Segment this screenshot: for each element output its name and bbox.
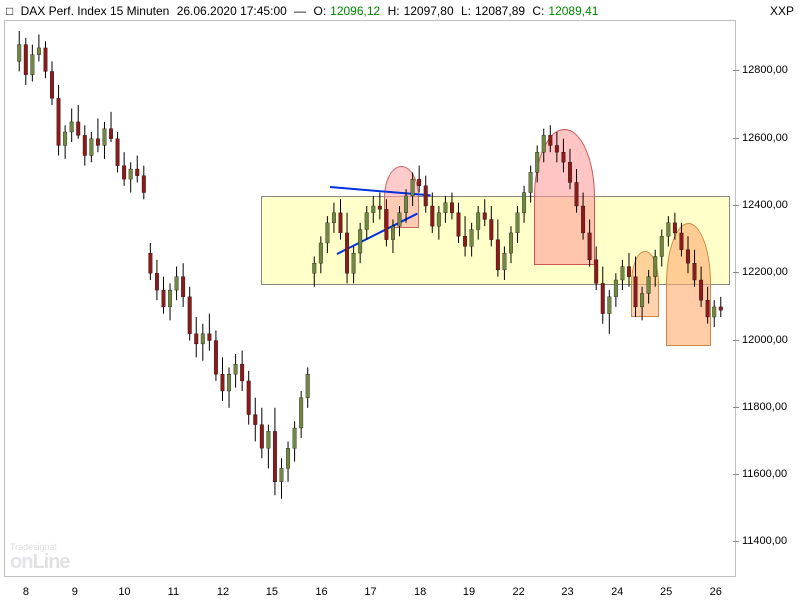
x-tick-label: 24: [611, 586, 623, 598]
x-tick-label: 17: [364, 586, 376, 598]
x-tick-label: 23: [561, 586, 573, 598]
chart-datetime: 26.06.2020 17:45:00: [177, 4, 287, 18]
x-tick-label: 16: [315, 586, 327, 598]
y-tick-label: 12800,00: [742, 64, 797, 76]
header-dash: —: [294, 4, 306, 18]
y-tick-label: 12600,00: [742, 132, 797, 144]
x-tick-label: 25: [660, 586, 672, 598]
x-tick-label: 15: [266, 586, 278, 598]
x-tick-label: 26: [710, 586, 722, 598]
corner-label: XXP: [770, 4, 794, 18]
candlestick-series: [5, 21, 735, 576]
ohlc-l-value: 12087,89: [475, 4, 525, 18]
chart-title: DAX Perf. Index 15 Minuten: [21, 4, 170, 18]
ohlc-c-value: 12089,41: [548, 4, 598, 18]
x-tick-label: 11: [168, 586, 179, 598]
x-tick-label: 22: [513, 586, 525, 598]
ohlc-o-value: 12096,12: [330, 4, 380, 18]
x-tick-label: 9: [72, 586, 78, 598]
y-tick-label: 11400,00: [742, 535, 797, 547]
ohlc-h-label: H:: [388, 4, 400, 18]
x-tick-label: 12: [217, 586, 229, 598]
y-tick-label: 12400,00: [742, 199, 797, 211]
x-tick-label: 19: [463, 586, 475, 598]
y-tick-label: 12200,00: [742, 266, 797, 278]
x-tick-label: 8: [23, 586, 29, 598]
ohlc-h-value: 12097,80: [404, 4, 454, 18]
ohlc-c-label: C:: [532, 4, 544, 18]
y-tick-label: 11600,00: [742, 468, 797, 480]
logo-big1: on: [10, 551, 32, 573]
ohlc-l-label: L:: [461, 4, 471, 18]
chart-container: □ DAX Perf. Index 15 Minuten 26.06.2020 …: [0, 0, 800, 600]
x-tick-label: 18: [414, 586, 426, 598]
ohlc-o-label: O:: [313, 4, 326, 18]
x-tick-label: 10: [118, 586, 130, 598]
chart-plot-area[interactable]: [4, 20, 736, 577]
logo-big2: Line: [32, 551, 69, 573]
chart-header: □ DAX Perf. Index 15 Minuten 26.06.2020 …: [6, 4, 602, 18]
header-icon: □: [6, 4, 13, 18]
y-tick-label: 12000,00: [742, 334, 797, 346]
y-tick-label: 11800,00: [742, 401, 797, 413]
watermark-logo: Tradesignal onLine: [10, 543, 70, 572]
